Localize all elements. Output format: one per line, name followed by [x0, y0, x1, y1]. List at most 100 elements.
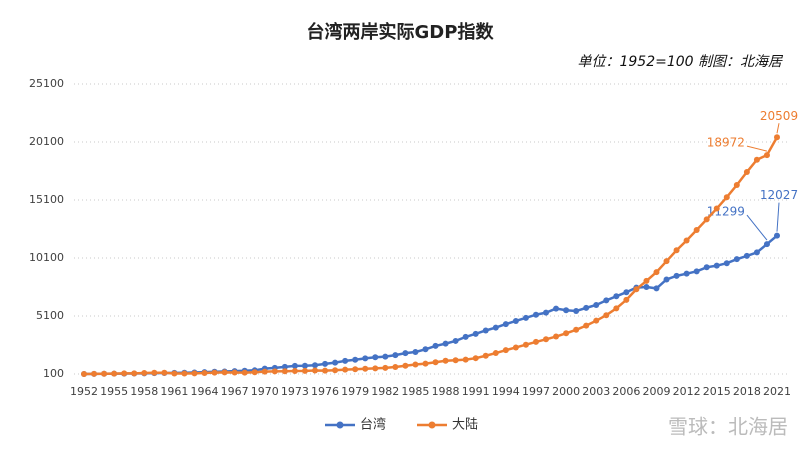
x-tick-label: 2006 [612, 385, 640, 398]
data-point [211, 369, 218, 376]
data-point [753, 249, 760, 256]
data-point [151, 369, 158, 376]
series-line [83, 136, 779, 376]
data-point [563, 307, 570, 314]
data-point [402, 350, 409, 357]
chart-title: 台湾两岸实际GDP指数 [307, 21, 495, 43]
data-point [613, 293, 620, 300]
data-point [482, 352, 489, 359]
legend-marker [428, 421, 436, 429]
legend-label: 台湾 [360, 417, 386, 433]
data-point [382, 364, 389, 371]
x-tick-label: 1988 [432, 385, 460, 398]
y-tick-label: 10100 [29, 251, 64, 264]
data-point [492, 350, 499, 357]
data-point [111, 370, 118, 377]
data-point [422, 346, 429, 353]
data-point [743, 169, 750, 176]
data-point [452, 357, 459, 364]
data-point [553, 333, 560, 340]
data-point [673, 272, 680, 279]
data-point [322, 360, 329, 367]
data-point [81, 371, 87, 377]
data-point [332, 359, 339, 366]
data-point [452, 337, 459, 344]
data-point [342, 366, 349, 373]
data-point [532, 338, 539, 345]
data-point [412, 348, 419, 355]
data-point [181, 370, 188, 377]
y-tick-label: 25100 [29, 77, 64, 90]
data-point [352, 356, 359, 363]
x-tick-label: 1976 [311, 385, 339, 398]
data-point [101, 370, 108, 377]
data-point [482, 327, 489, 334]
y-tick-label: 15100 [29, 193, 64, 206]
x-tick-label: 1973 [281, 385, 309, 398]
data-point [623, 289, 630, 296]
data-point [673, 247, 680, 254]
x-tick-label: 1979 [341, 385, 369, 398]
leader-line [746, 214, 768, 241]
data-point [723, 260, 730, 267]
data-point [713, 262, 720, 269]
data-point [191, 370, 198, 377]
data-point [512, 344, 519, 351]
data-point [763, 152, 770, 159]
x-tick-label: 1964 [191, 385, 219, 398]
x-tick-label: 1955 [100, 385, 128, 398]
data-point [362, 365, 369, 372]
x-tick-label: 2015 [703, 385, 731, 398]
data-point [281, 363, 288, 370]
data-label: 18972 [707, 136, 745, 150]
data-point [774, 134, 780, 141]
data-point [121, 370, 128, 377]
data-point [703, 216, 710, 223]
data-point [663, 258, 670, 265]
data-point [583, 304, 590, 311]
data-point [753, 156, 760, 163]
data-point [362, 355, 369, 362]
data-point [392, 352, 399, 359]
x-tick-label: 1982 [371, 385, 399, 398]
data-point [543, 309, 549, 316]
data-point [462, 333, 469, 340]
x-tick-label: 2003 [582, 385, 610, 398]
data-point [91, 370, 98, 377]
y-tick-label: 20100 [29, 135, 64, 148]
data-point [442, 340, 449, 347]
data-point [613, 305, 620, 312]
data-point [291, 367, 298, 374]
data-point [171, 370, 178, 377]
data-point [261, 368, 268, 375]
x-tick-label: 1970 [251, 385, 279, 398]
data-point [251, 369, 258, 376]
data-point [161, 369, 168, 376]
data-point [522, 314, 529, 321]
data-point [221, 369, 228, 376]
data-point [472, 355, 479, 362]
chart-subtitle: 单位：1952=100 制图：北海居 [577, 54, 784, 70]
data-point [743, 252, 750, 259]
data-point [522, 341, 529, 348]
data-point [231, 369, 238, 376]
data-point [593, 301, 600, 308]
data-point [492, 324, 499, 331]
leader-line [746, 145, 768, 152]
data-point [763, 241, 770, 248]
data-point [502, 321, 509, 328]
x-tick-label: 2018 [733, 385, 761, 398]
data-point [663, 276, 670, 283]
data-point [653, 285, 660, 292]
x-tick-label: 1997 [522, 385, 550, 398]
data-point [774, 232, 780, 239]
data-point [703, 264, 710, 271]
x-tick-label: 2009 [642, 385, 670, 398]
data-point [543, 336, 549, 343]
data-point [392, 364, 399, 371]
x-tick-label: 1967 [221, 385, 249, 398]
data-point [733, 256, 740, 263]
series-line [83, 234, 778, 376]
data-point [653, 269, 660, 276]
